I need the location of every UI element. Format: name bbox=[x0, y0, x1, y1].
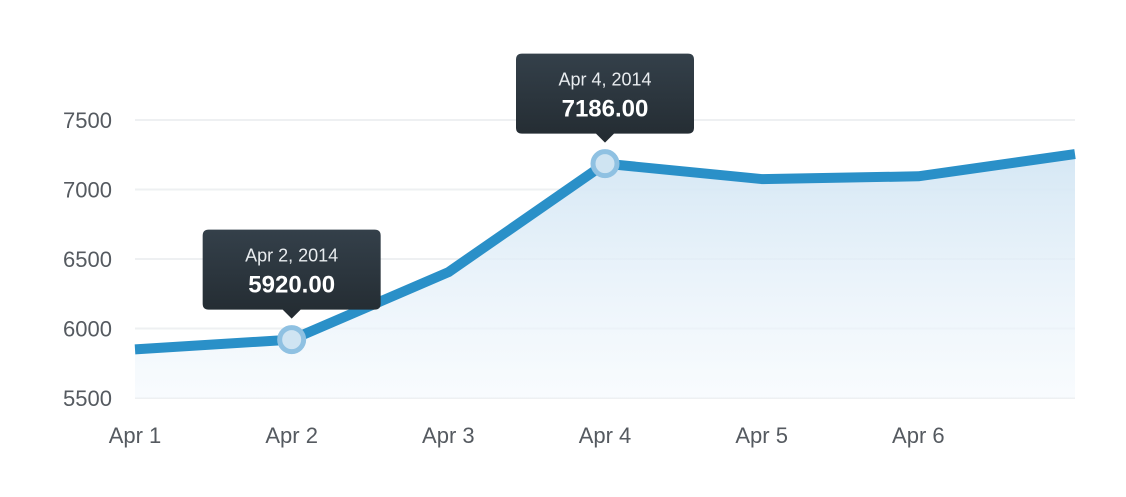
x-tick-label: Apr 3 bbox=[422, 423, 475, 448]
x-tick-label: Apr 6 bbox=[892, 423, 945, 448]
data-point-marker[interactable] bbox=[590, 149, 620, 179]
data-point-marker[interactable] bbox=[277, 325, 307, 355]
tooltip: Apr 4, 2014 7186.00 bbox=[516, 53, 694, 143]
y-axis: 5500 6000 6500 7000 7500 bbox=[63, 108, 112, 411]
tooltip-date: Apr 2, 2014 bbox=[245, 246, 338, 266]
y-tick-label: 7000 bbox=[63, 178, 112, 203]
x-tick-label: Apr 4 bbox=[579, 423, 632, 448]
x-tick-label: Apr 2 bbox=[265, 423, 318, 448]
area-fill bbox=[135, 154, 1075, 398]
x-axis: Apr 1 Apr 2 Apr 3 Apr 4 Apr 5 Apr 6 bbox=[109, 423, 945, 448]
y-tick-label: 7500 bbox=[63, 108, 112, 133]
x-tick-label: Apr 5 bbox=[735, 423, 788, 448]
x-tick-label: Apr 1 bbox=[109, 423, 162, 448]
y-tick-label: 6500 bbox=[63, 247, 112, 272]
y-tick-label: 6000 bbox=[63, 317, 112, 342]
tooltip-box bbox=[516, 53, 694, 143]
tooltip-box bbox=[202, 229, 381, 319]
tooltip-value: 5920.00 bbox=[248, 272, 335, 299]
tooltip-date: Apr 4, 2014 bbox=[558, 70, 651, 90]
tooltip: Apr 2, 2014 5920.00 bbox=[202, 229, 381, 319]
tooltip-value: 7186.00 bbox=[562, 96, 649, 123]
y-tick-label: 5500 bbox=[63, 386, 112, 411]
